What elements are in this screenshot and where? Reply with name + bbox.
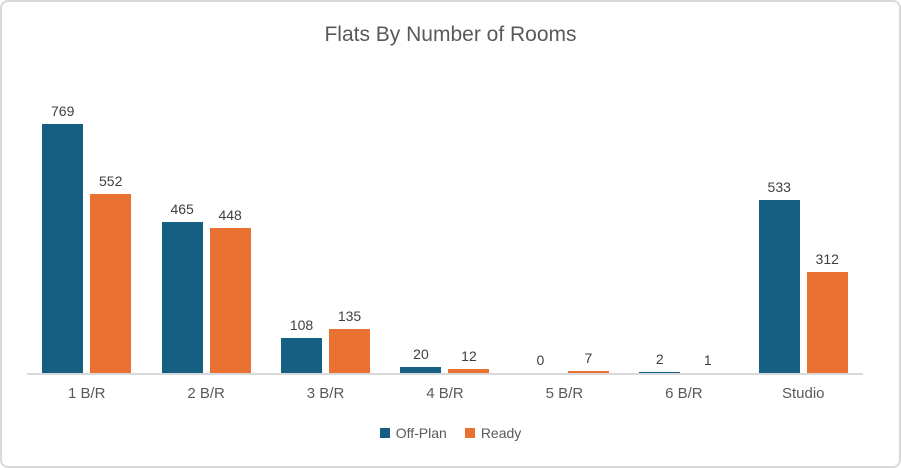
legend-swatch-ready bbox=[464, 428, 475, 438]
bar-group-2-b-r: 465 448 bbox=[146, 82, 265, 373]
bar-ready-studio bbox=[806, 272, 848, 373]
bar-wrap-off-plan-5-b-r: 0 bbox=[520, 82, 561, 373]
bar-wrap-ready-6-b-r: 1 bbox=[687, 82, 728, 373]
plot-area: 769 552 465 448 108 135 20 12 0 7 2 1 533 312 bbox=[27, 82, 863, 375]
bar-value-label: 0 bbox=[536, 352, 545, 368]
bar-group-4-b-r: 20 12 bbox=[385, 82, 504, 373]
bar-value-label: 1 bbox=[703, 352, 712, 368]
bar-ready-2-b-r bbox=[209, 228, 251, 373]
bar-wrap-off-plan-2-b-r: 465 bbox=[161, 82, 203, 373]
bar-ready-3-b-r bbox=[329, 329, 371, 373]
bar-wrap-off-plan-3-b-r: 108 bbox=[281, 82, 323, 373]
bar-value-label: 108 bbox=[289, 317, 314, 333]
bar-wrap-off-plan-studio: 533 bbox=[758, 82, 800, 373]
x-axis-label-5-b-r: 5 B/R bbox=[545, 385, 584, 402]
bar-value-label: 448 bbox=[218, 207, 242, 223]
bar-wrap-off-plan-6-b-r: 2 bbox=[639, 82, 681, 373]
bar-wrap-ready-3-b-r: 135 bbox=[329, 82, 371, 373]
x-axis-label-2-b-r: 2 B/R bbox=[187, 385, 225, 402]
bar-value-label: 312 bbox=[815, 251, 839, 267]
bar-off-plan-6-b-r bbox=[639, 372, 681, 373]
bar-value-label: 135 bbox=[337, 308, 362, 324]
bar-value-label: 7 bbox=[584, 350, 593, 366]
legend: Off-Plan Ready bbox=[2, 425, 899, 441]
bar-wrap-ready-4-b-r: 12 bbox=[448, 82, 490, 373]
legend-label-off-plan: Off-Plan bbox=[395, 425, 447, 441]
bar-value-label: 12 bbox=[461, 348, 477, 364]
x-axis-label-1-b-r: 1 B/R bbox=[67, 385, 106, 402]
legend-item-ready: Ready bbox=[464, 425, 522, 441]
bar-wrap-ready-5-b-r: 7 bbox=[567, 82, 609, 373]
x-axis-label-3-b-r: 3 B/R bbox=[306, 385, 345, 402]
bar-value-label: 552 bbox=[99, 173, 123, 189]
bar-off-plan-4-b-r bbox=[400, 367, 442, 373]
legend-label-ready: Ready bbox=[480, 425, 522, 441]
x-axis-label-4-b-r: 4 B/R bbox=[426, 385, 464, 402]
bar-group-1-b-r: 769 552 bbox=[27, 82, 146, 373]
bar-off-plan-studio bbox=[758, 200, 800, 373]
bar-wrap-off-plan-1-b-r: 769 bbox=[42, 82, 84, 373]
bar-group-studio: 533 312 bbox=[744, 82, 863, 373]
x-axis-label-studio: Studio bbox=[781, 385, 825, 402]
bar-ready-5-b-r bbox=[567, 371, 609, 373]
legend-item-off-plan: Off-Plan bbox=[379, 425, 447, 441]
x-axis: 1 B/R 2 B/R 3 B/R 4 B/R 5 B/R 6 B/R Studio bbox=[27, 375, 863, 403]
chart-title: Flats By Number of Rooms bbox=[324, 23, 577, 46]
bar-off-plan-1-b-r bbox=[42, 124, 84, 373]
bar-value-label: 769 bbox=[51, 103, 75, 119]
bar-ready-4-b-r bbox=[448, 369, 490, 373]
bar-value-label: 20 bbox=[413, 346, 429, 362]
bar-group-3-b-r: 108 135 bbox=[266, 82, 385, 373]
bar-wrap-ready-studio: 312 bbox=[806, 82, 848, 373]
bar-value-label: 2 bbox=[655, 351, 664, 367]
bar-value-label: 533 bbox=[767, 179, 791, 195]
x-axis-label-6-b-r: 6 B/R bbox=[665, 385, 703, 402]
legend-swatch-off-plan bbox=[379, 428, 390, 438]
bar-value-label: 465 bbox=[170, 201, 194, 217]
bar-wrap-ready-1-b-r: 552 bbox=[90, 82, 132, 373]
bar-ready-1-b-r bbox=[90, 194, 132, 373]
bar-off-plan-2-b-r bbox=[161, 222, 203, 373]
bar-wrap-off-plan-4-b-r: 20 bbox=[400, 82, 442, 373]
bar-off-plan-3-b-r bbox=[281, 338, 323, 373]
bar-wrap-ready-2-b-r: 448 bbox=[209, 82, 251, 373]
